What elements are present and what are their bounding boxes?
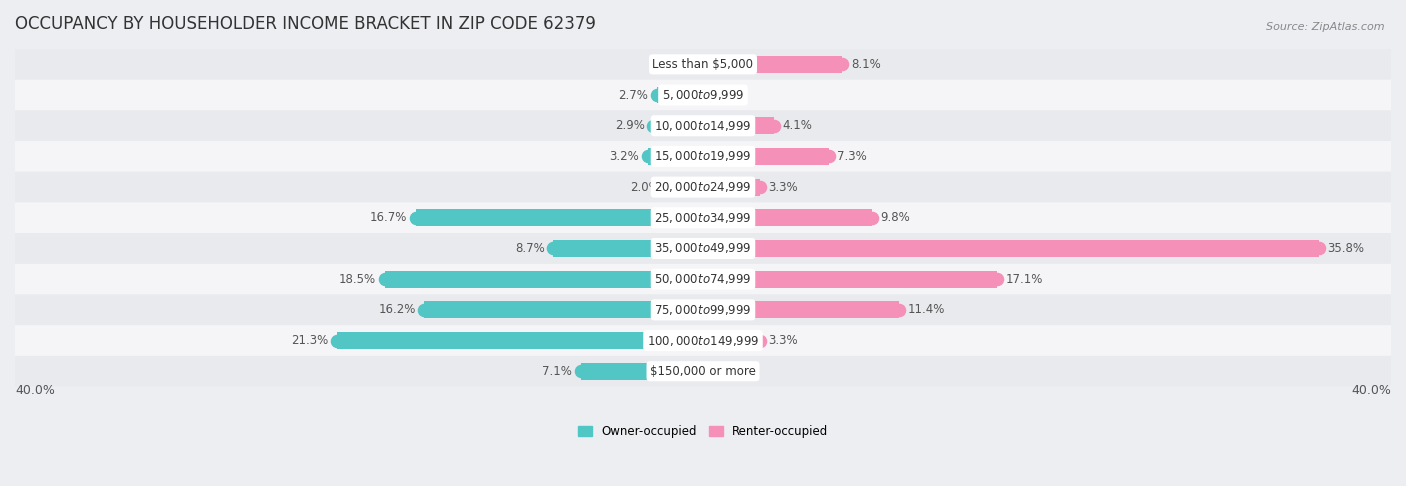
Legend: Owner-occupied, Renter-occupied: Owner-occupied, Renter-occupied bbox=[572, 420, 834, 443]
Text: 35.8%: 35.8% bbox=[1327, 242, 1364, 255]
Text: 40.0%: 40.0% bbox=[15, 384, 55, 397]
FancyBboxPatch shape bbox=[15, 110, 1391, 141]
Text: $150,000 or more: $150,000 or more bbox=[650, 365, 756, 378]
FancyBboxPatch shape bbox=[15, 325, 1391, 356]
Text: 3.3%: 3.3% bbox=[768, 181, 799, 193]
Text: $75,000 to $99,999: $75,000 to $99,999 bbox=[654, 303, 752, 317]
Text: $35,000 to $49,999: $35,000 to $49,999 bbox=[654, 242, 752, 256]
Bar bbox=[703, 271, 997, 288]
Text: OCCUPANCY BY HOUSEHOLDER INCOME BRACKET IN ZIP CODE 62379: OCCUPANCY BY HOUSEHOLDER INCOME BRACKET … bbox=[15, 15, 596, 33]
Text: Source: ZipAtlas.com: Source: ZipAtlas.com bbox=[1267, 22, 1385, 32]
Text: 2.0%: 2.0% bbox=[630, 181, 659, 193]
Bar bbox=[648, 148, 703, 165]
Text: 16.7%: 16.7% bbox=[370, 211, 408, 225]
FancyBboxPatch shape bbox=[15, 233, 1391, 264]
Bar bbox=[688, 56, 703, 73]
Bar bbox=[581, 363, 703, 380]
Text: 4.1%: 4.1% bbox=[782, 119, 813, 132]
Text: 18.5%: 18.5% bbox=[339, 273, 377, 286]
Text: 3.3%: 3.3% bbox=[768, 334, 799, 347]
Text: 17.1%: 17.1% bbox=[1005, 273, 1043, 286]
Text: $100,000 to $149,999: $100,000 to $149,999 bbox=[647, 333, 759, 347]
Text: $10,000 to $14,999: $10,000 to $14,999 bbox=[654, 119, 752, 133]
Text: 3.2%: 3.2% bbox=[610, 150, 640, 163]
Bar bbox=[654, 117, 703, 134]
Text: 11.4%: 11.4% bbox=[908, 303, 945, 316]
Bar bbox=[425, 301, 703, 318]
Text: 2.7%: 2.7% bbox=[619, 88, 648, 102]
Text: 8.1%: 8.1% bbox=[851, 58, 880, 71]
Text: 7.3%: 7.3% bbox=[837, 150, 868, 163]
FancyBboxPatch shape bbox=[15, 264, 1391, 295]
Bar bbox=[703, 148, 828, 165]
Bar bbox=[703, 240, 1319, 257]
FancyBboxPatch shape bbox=[15, 80, 1391, 110]
Bar bbox=[703, 332, 759, 349]
Bar bbox=[669, 179, 703, 195]
Text: 0.0%: 0.0% bbox=[711, 365, 741, 378]
Text: $5,000 to $9,999: $5,000 to $9,999 bbox=[662, 88, 744, 102]
Text: 8.7%: 8.7% bbox=[515, 242, 544, 255]
Text: 0.0%: 0.0% bbox=[711, 88, 741, 102]
Text: 0.9%: 0.9% bbox=[650, 58, 679, 71]
Bar bbox=[336, 332, 703, 349]
Bar bbox=[385, 271, 703, 288]
Text: 9.8%: 9.8% bbox=[880, 211, 910, 225]
Text: $50,000 to $74,999: $50,000 to $74,999 bbox=[654, 272, 752, 286]
Text: 40.0%: 40.0% bbox=[1351, 384, 1391, 397]
Bar bbox=[416, 209, 703, 226]
Bar bbox=[703, 56, 842, 73]
Text: 21.3%: 21.3% bbox=[291, 334, 328, 347]
Text: 16.2%: 16.2% bbox=[378, 303, 416, 316]
Bar bbox=[703, 179, 759, 195]
FancyBboxPatch shape bbox=[15, 49, 1391, 80]
FancyBboxPatch shape bbox=[15, 295, 1391, 325]
FancyBboxPatch shape bbox=[15, 172, 1391, 203]
FancyBboxPatch shape bbox=[15, 141, 1391, 172]
FancyBboxPatch shape bbox=[15, 203, 1391, 233]
Text: Less than $5,000: Less than $5,000 bbox=[652, 58, 754, 71]
Text: 2.9%: 2.9% bbox=[614, 119, 644, 132]
Text: $15,000 to $19,999: $15,000 to $19,999 bbox=[654, 149, 752, 163]
Bar bbox=[703, 301, 898, 318]
Text: $20,000 to $24,999: $20,000 to $24,999 bbox=[654, 180, 752, 194]
Text: $25,000 to $34,999: $25,000 to $34,999 bbox=[654, 211, 752, 225]
Text: 7.1%: 7.1% bbox=[543, 365, 572, 378]
Bar bbox=[703, 209, 872, 226]
Bar bbox=[703, 117, 773, 134]
FancyBboxPatch shape bbox=[15, 356, 1391, 386]
Bar bbox=[554, 240, 703, 257]
Bar bbox=[657, 87, 703, 104]
